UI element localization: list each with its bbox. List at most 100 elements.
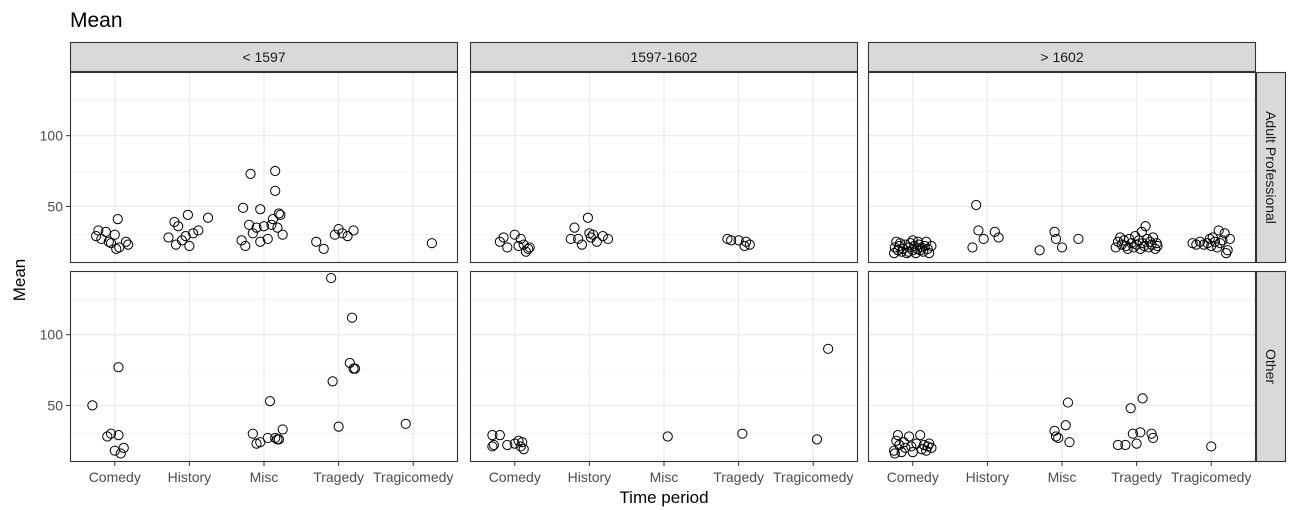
scatter-point bbox=[1152, 240, 1163, 252]
scatter-point bbox=[569, 222, 580, 233]
facet-strip-col bbox=[69, 41, 459, 73]
scatter-point bbox=[900, 442, 911, 453]
scatter-point bbox=[318, 243, 329, 254]
panel-border bbox=[69, 71, 459, 264]
scatter-point bbox=[1136, 226, 1147, 237]
x-tick-label: Comedy bbox=[89, 469, 141, 485]
scatter-point bbox=[240, 240, 251, 252]
scatter-point bbox=[582, 212, 593, 223]
scatter-point bbox=[262, 432, 273, 444]
x-tick-label: Tragicomedy bbox=[773, 469, 853, 485]
scatter-point bbox=[509, 438, 520, 449]
scatter-point bbox=[277, 424, 288, 435]
scatter-point bbox=[565, 233, 576, 245]
scatter-point bbox=[524, 242, 535, 253]
scatter-point bbox=[346, 312, 358, 323]
x-axis-label: Time period bbox=[619, 488, 708, 507]
scatter-point bbox=[348, 225, 359, 236]
y-tick-label: 100 bbox=[40, 128, 64, 144]
scatter-point bbox=[255, 236, 266, 247]
x-tick-label: Tragedy bbox=[713, 469, 764, 485]
scatter-point bbox=[1064, 437, 1075, 448]
scatter-point bbox=[123, 239, 134, 250]
scatter-point bbox=[273, 434, 285, 445]
scatter-point bbox=[921, 445, 932, 456]
scatter-point bbox=[1209, 236, 1221, 247]
scatter-point bbox=[1060, 420, 1071, 431]
frame-layer bbox=[69, 71, 1257, 463]
scatter-point bbox=[573, 233, 584, 245]
scatter-point bbox=[202, 212, 214, 223]
scatter-point bbox=[898, 437, 909, 448]
scatter-point bbox=[740, 236, 752, 247]
scatter-point bbox=[726, 235, 737, 246]
scatter-point bbox=[513, 240, 524, 252]
scatter-point bbox=[163, 232, 174, 243]
scatter-point bbox=[247, 228, 258, 239]
facet-strip-row bbox=[1255, 270, 1287, 463]
y-tick-label: 100 bbox=[40, 327, 64, 343]
scatter-point bbox=[251, 222, 262, 233]
x-tick-label: Comedy bbox=[489, 469, 541, 485]
scatter-point bbox=[1219, 228, 1230, 239]
scatter-point bbox=[1062, 397, 1074, 408]
y-tick-label: 50 bbox=[47, 397, 63, 413]
scatter-point bbox=[1050, 233, 1062, 245]
scatter-point bbox=[266, 219, 277, 230]
scatter-point bbox=[1140, 221, 1151, 232]
facet-strip-row bbox=[1255, 71, 1287, 264]
scatter-point bbox=[400, 418, 411, 429]
scatter-point bbox=[342, 231, 353, 242]
scatter-point bbox=[1049, 226, 1060, 237]
facet-label-col: 1597-1602 bbox=[631, 49, 698, 65]
scatter-point bbox=[906, 441, 917, 452]
facet-label-row: Other bbox=[1263, 349, 1279, 384]
scatter-point bbox=[344, 357, 355, 369]
x-tick-label: Tragicomedy bbox=[373, 469, 453, 485]
scatter-point bbox=[426, 238, 437, 249]
x-tick-label: Tragedy bbox=[313, 469, 364, 485]
scatter-point bbox=[264, 396, 276, 407]
scatter-point bbox=[597, 231, 608, 242]
scatter-point bbox=[515, 233, 526, 245]
scatter-point bbox=[273, 208, 285, 219]
scatter-point bbox=[1127, 428, 1138, 439]
scatter-point bbox=[911, 438, 922, 449]
x-tick-label: History bbox=[168, 469, 212, 485]
scatter-point bbox=[823, 343, 834, 354]
scatter-point bbox=[488, 439, 499, 451]
scatter-point bbox=[1125, 403, 1136, 414]
scatter-point bbox=[1050, 431, 1062, 442]
scatter-point bbox=[739, 240, 750, 252]
scatter-point bbox=[272, 222, 283, 233]
x-tick-label: History bbox=[966, 469, 1010, 485]
scatter-point bbox=[112, 214, 123, 225]
scatter-point bbox=[102, 431, 113, 442]
scatter-point bbox=[118, 442, 129, 453]
scatter-point bbox=[182, 209, 193, 220]
scatter-point bbox=[245, 168, 256, 179]
x-tick-label: Misc bbox=[250, 469, 279, 485]
scatter-point bbox=[100, 226, 111, 237]
scatter-point bbox=[113, 362, 124, 373]
scatter-point bbox=[236, 235, 247, 246]
scatter-point bbox=[1222, 245, 1233, 256]
scatter-point bbox=[1118, 235, 1130, 246]
facet-strip-col bbox=[469, 41, 859, 73]
scatter-point bbox=[337, 228, 348, 239]
scatter-point bbox=[993, 232, 1004, 243]
scatter-point bbox=[889, 247, 900, 259]
scatter-point bbox=[109, 229, 120, 240]
scatter-point bbox=[277, 229, 288, 240]
scatter-point bbox=[926, 240, 937, 252]
scatter-point bbox=[188, 228, 199, 239]
scatter-point bbox=[1053, 432, 1064, 444]
scatter-point bbox=[243, 219, 255, 230]
scatter-point bbox=[1213, 225, 1224, 236]
scatter-point bbox=[1147, 432, 1159, 444]
scatter-point bbox=[270, 185, 281, 196]
scatter-point bbox=[180, 231, 191, 242]
panel-border bbox=[69, 270, 459, 463]
scatter-point bbox=[105, 428, 117, 439]
facet-label-col: > 1602 bbox=[1040, 49, 1083, 65]
